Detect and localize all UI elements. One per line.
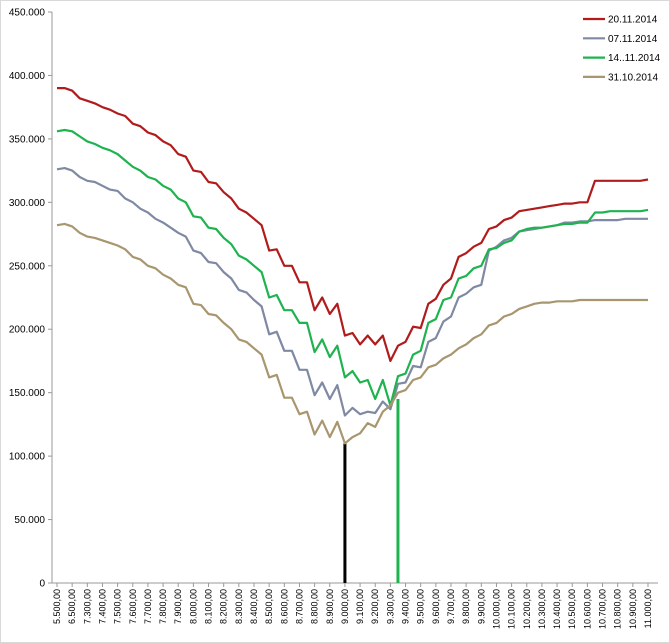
series-line: [56, 222, 648, 445]
series-line: [56, 128, 649, 407]
y-tick-label: 200.000: [9, 325, 46, 336]
x-tick-label: 8.500,00: [264, 589, 274, 624]
x-tick-label: 5.500,00: [52, 589, 62, 624]
x-tick-label: 7.700,00: [143, 589, 153, 624]
x-tick-label: 8.000,00: [188, 589, 198, 624]
legend-label: 20.11.2014: [608, 15, 658, 26]
legend-label: 07.11.2014: [608, 34, 658, 45]
x-tick-label: 9.900,00: [476, 589, 486, 624]
x-tick-label: 8.100,00: [204, 589, 214, 624]
marker-bar: [396, 399, 400, 583]
x-tick-label: 8.300,00: [234, 589, 244, 624]
x-tick-label: 9.400,00: [401, 589, 411, 624]
x-tick-label: 7.900,00: [173, 589, 183, 624]
x-tick-label: 7.500,00: [113, 589, 123, 624]
x-tick-label: 8.200,00: [219, 589, 229, 624]
x-tick-label: 10.800,00: [613, 589, 623, 629]
legend-label: 31.10.2014: [608, 72, 658, 83]
x-tick-label: 9.100,00: [355, 589, 365, 624]
x-tick-label: 9.000,00: [340, 589, 350, 624]
x-tick-label: 9.800,00: [461, 589, 471, 624]
x-tick-label: 9.700,00: [446, 589, 456, 624]
x-tick-label: 10.500,00: [567, 589, 577, 629]
x-tick-label: 6.500,00: [67, 589, 77, 624]
legend-label: 14..11.2014: [608, 53, 661, 64]
x-tick-label: 7.800,00: [158, 589, 168, 624]
x-tick-label: 10.200,00: [522, 589, 532, 629]
y-tick-label: 300.000: [9, 198, 46, 209]
x-tick-label: 9.500,00: [416, 589, 426, 624]
y-tick-label: 150.000: [9, 388, 46, 399]
x-tick-label: 8.700,00: [294, 589, 304, 624]
x-tick-label: 9.600,00: [431, 589, 441, 624]
x-tick-label: 8.600,00: [279, 589, 289, 624]
x-tick-label: 7.300,00: [82, 589, 92, 624]
y-tick-label: 250.000: [9, 261, 46, 272]
x-tick-label: 8.900,00: [325, 589, 335, 624]
x-tick-label: 7.400,00: [97, 589, 107, 624]
y-tick-label: 450.000: [9, 8, 46, 19]
y-tick-label: 400.000: [9, 71, 46, 82]
y-tick-label: 350.000: [9, 134, 46, 145]
x-tick-label: 10.000,00: [491, 589, 501, 629]
marker-bar: [343, 443, 347, 583]
x-tick-label: 10.300,00: [537, 589, 547, 629]
y-tick-label: 100.000: [9, 452, 46, 463]
x-tick-label: 11.000,00: [643, 589, 653, 628]
x-tick-label: 10.700,00: [598, 589, 608, 629]
series-line: [57, 87, 649, 362]
x-tick-label: 10.600,00: [582, 589, 592, 629]
x-tick-label: 9.300,00: [385, 589, 395, 624]
x-tick-label: 10.900,00: [628, 589, 638, 629]
y-tick-label: 50.000: [14, 515, 45, 526]
y-tick-label: 0: [39, 579, 45, 590]
x-tick-label: 8.800,00: [310, 589, 320, 624]
x-tick-label: 10.100,00: [507, 589, 517, 629]
x-tick-label: 10.400,00: [552, 589, 562, 629]
x-tick-label: 7.600,00: [128, 589, 138, 624]
x-tick-label: 8.400,00: [249, 589, 259, 624]
x-tick-label: 9.200,00: [370, 589, 380, 624]
